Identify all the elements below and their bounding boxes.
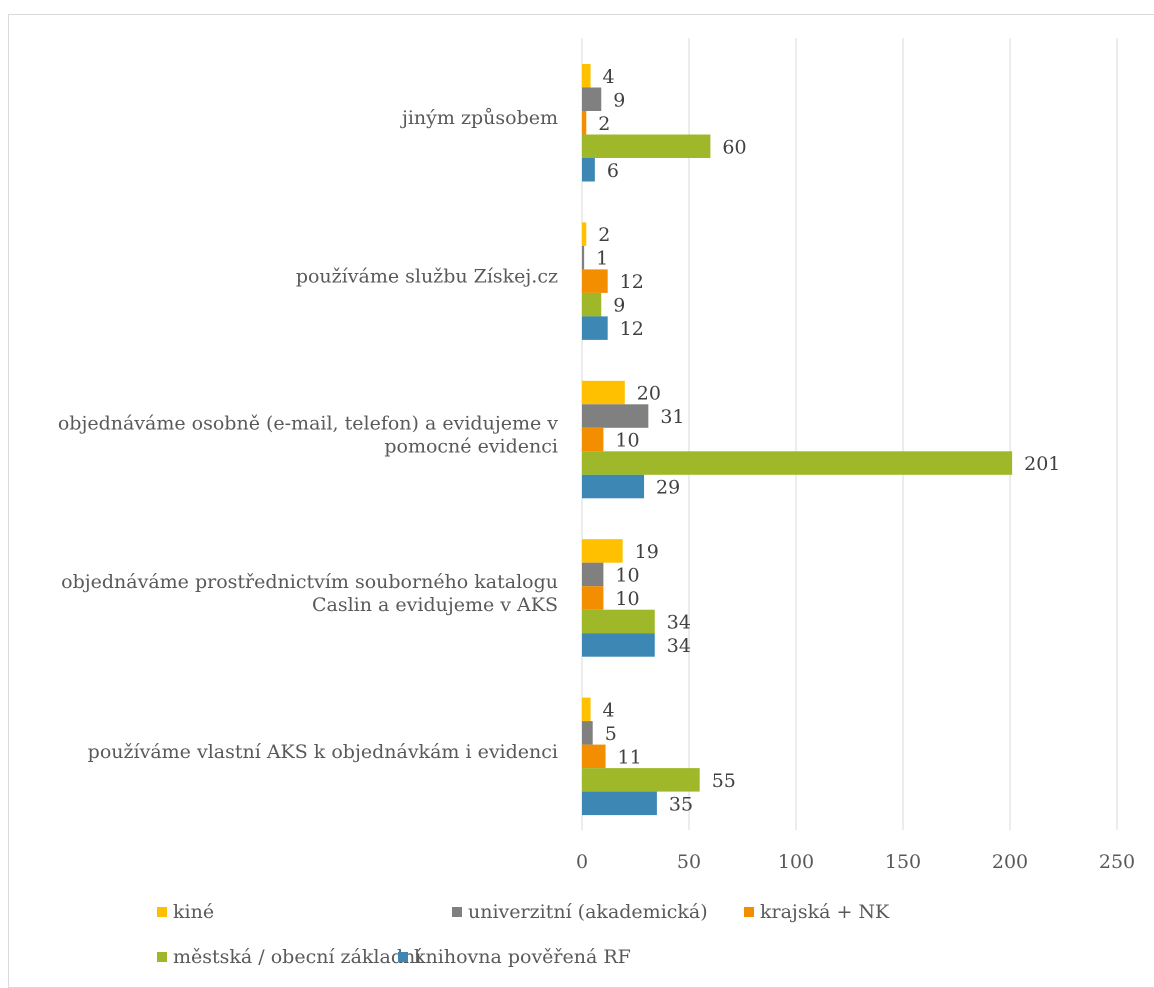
bar <box>582 64 591 88</box>
data-label: 34 <box>667 611 691 633</box>
data-label: 6 <box>607 160 619 182</box>
bar <box>582 791 657 816</box>
data-label: 5 <box>605 723 617 745</box>
bar <box>582 316 608 340</box>
legend-item: knihovna pověřená RF <box>398 944 631 970</box>
legend-swatch <box>157 907 167 917</box>
bar <box>582 222 587 246</box>
data-label: 34 <box>667 635 691 657</box>
legend-item: univerzitní (akademická) <box>452 899 708 925</box>
x-tick-label: 150 <box>885 851 921 873</box>
legend-swatch <box>452 907 462 917</box>
bar <box>582 87 602 111</box>
data-label: 10 <box>615 430 639 452</box>
bar <box>582 380 625 405</box>
data-label: 31 <box>660 406 684 428</box>
legend-label: kiné <box>173 901 215 923</box>
legend-label: knihovna pověřená RF <box>414 946 631 968</box>
bar <box>582 158 595 182</box>
bar <box>582 562 604 587</box>
data-label: 4 <box>603 699 615 721</box>
data-label: 55 <box>712 770 736 792</box>
legend-swatch <box>398 952 408 962</box>
bar <box>582 427 604 452</box>
category-label: jiným způsobem <box>400 107 558 129</box>
bar <box>582 134 711 158</box>
data-label: 60 <box>722 136 746 158</box>
data-label: 4 <box>603 66 615 88</box>
bar <box>582 586 604 610</box>
data-label: 9 <box>613 89 625 111</box>
legend-label: krajská + NK <box>760 901 890 923</box>
data-label: 10 <box>615 564 639 586</box>
legend-swatch <box>744 907 754 917</box>
bar <box>582 609 655 634</box>
data-label: 20 <box>637 383 661 405</box>
bar <box>582 697 591 722</box>
legend-label: univerzitní (akademická) <box>468 901 708 923</box>
data-label: 10 <box>615 588 639 610</box>
data-label: 1 <box>596 248 608 270</box>
bar <box>582 245 585 270</box>
legend-label: městská / obecní základní <box>173 946 422 968</box>
data-label: 29 <box>656 477 680 499</box>
legend-swatch <box>157 952 167 962</box>
bar <box>582 768 700 792</box>
legend-item: městská / obecní základní <box>157 944 421 970</box>
data-label: 11 <box>618 746 642 768</box>
bar <box>582 451 1013 475</box>
data-label: 12 <box>620 318 644 340</box>
x-tick-label: 100 <box>778 851 814 873</box>
x-tick-label: 0 <box>576 851 588 873</box>
x-tick-label: 50 <box>677 851 701 873</box>
bar <box>582 539 623 563</box>
category-label: používáme službu Získej.cz <box>296 266 558 288</box>
data-label: 19 <box>635 541 659 563</box>
data-label: 201 <box>1024 453 1060 475</box>
legend-item: krajská + NK <box>744 899 889 925</box>
bar <box>582 474 645 499</box>
data-label: 35 <box>669 793 693 815</box>
bar <box>582 292 602 317</box>
bar <box>582 269 608 293</box>
category-label: objednáváme osobně (e-mail, telefon) a e… <box>58 413 558 458</box>
x-tick-label: 200 <box>992 851 1028 873</box>
bar <box>582 744 606 769</box>
data-label: 9 <box>613 295 625 317</box>
bar <box>582 633 655 657</box>
bar <box>582 721 593 745</box>
bar <box>582 404 649 428</box>
legend-item: kiné <box>157 899 214 925</box>
bar <box>582 111 587 135</box>
category-label: používáme vlastní AKS k objednávkám i ev… <box>88 741 558 763</box>
data-label: 2 <box>598 224 610 246</box>
data-label: 12 <box>620 271 644 293</box>
data-label: 2 <box>598 113 610 135</box>
x-tick-label: 250 <box>1099 851 1135 873</box>
category-label: objednáváme prostřednictvím souborného k… <box>61 571 558 616</box>
